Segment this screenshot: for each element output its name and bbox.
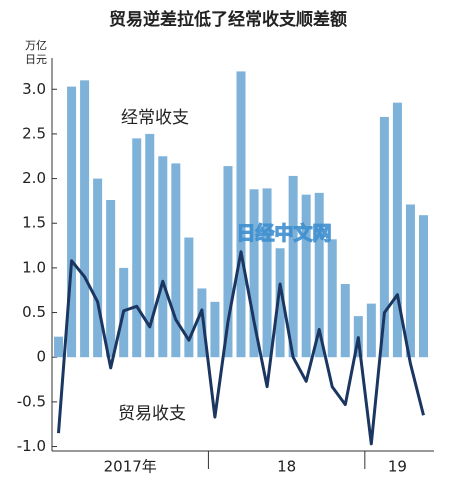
bar bbox=[366, 303, 376, 358]
bar bbox=[145, 133, 155, 358]
bar bbox=[197, 288, 207, 358]
bar bbox=[80, 80, 90, 358]
bar bbox=[184, 237, 194, 358]
y-tick-label: 2.0 bbox=[22, 169, 46, 187]
watermark: 日经中文网 bbox=[236, 222, 331, 245]
bar bbox=[301, 194, 311, 358]
series-annotation: 经常收支 bbox=[121, 108, 189, 128]
unit-label: 日元 bbox=[25, 53, 47, 66]
bar bbox=[249, 189, 259, 358]
bar bbox=[54, 336, 64, 358]
chart-title: 贸易逆差拉低了经常收支顺差额 bbox=[109, 9, 347, 30]
bar bbox=[158, 156, 168, 358]
y-tick-label: 1.0 bbox=[22, 258, 46, 276]
bar bbox=[262, 188, 272, 358]
bar bbox=[327, 239, 337, 358]
bar bbox=[288, 175, 298, 358]
bar bbox=[275, 248, 285, 358]
series-annotation: 贸易收支 bbox=[118, 404, 186, 424]
y-tick-label: 1.5 bbox=[22, 214, 46, 232]
y-tick-label: -0.5 bbox=[17, 392, 46, 410]
bar bbox=[418, 215, 428, 358]
y-tick-label: 2.5 bbox=[22, 124, 46, 142]
bar bbox=[223, 166, 233, 358]
bar bbox=[106, 200, 116, 358]
bar bbox=[67, 86, 77, 358]
y-tick-label: 0.5 bbox=[22, 303, 46, 321]
x-group-label: 19 bbox=[388, 458, 407, 476]
bar bbox=[379, 116, 389, 358]
x-group-label: 2017年 bbox=[104, 458, 157, 476]
x-group-label: 18 bbox=[277, 458, 296, 476]
bar bbox=[314, 192, 324, 358]
bar bbox=[392, 102, 402, 358]
bar bbox=[132, 138, 142, 358]
bar bbox=[93, 178, 103, 358]
bar bbox=[236, 71, 246, 358]
y-tick-label: -1.0 bbox=[17, 437, 46, 455]
bar bbox=[210, 301, 220, 358]
line bbox=[57, 250, 425, 446]
bar bbox=[171, 163, 181, 358]
unit-label: 万亿 bbox=[25, 39, 47, 52]
y-tick-label: 0 bbox=[36, 348, 46, 366]
bar bbox=[340, 283, 350, 358]
bar bbox=[405, 204, 415, 358]
y-tick-label: 3.0 bbox=[22, 80, 46, 98]
